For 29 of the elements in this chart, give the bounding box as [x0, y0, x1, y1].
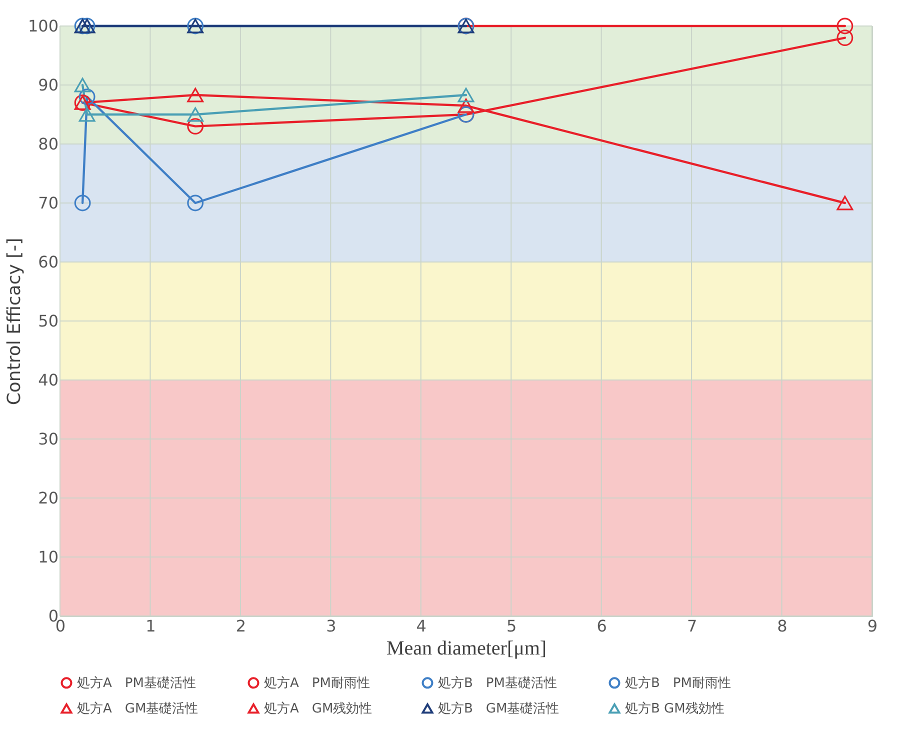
- x-tick-label: 3: [326, 616, 336, 636]
- y-tick-label: 70: [38, 194, 58, 212]
- y-tick-label: 40: [38, 370, 58, 390]
- legend-label: 処方A GM基礎活性: [77, 700, 198, 716]
- x-tick-label: 2: [236, 616, 246, 636]
- y-axis-title: Control Efficacy [-]: [4, 238, 25, 406]
- y-tick-label: 30: [38, 430, 58, 448]
- y-tick-label: 100: [28, 16, 58, 36]
- legend-label: 処方A GM残効性: [264, 700, 372, 716]
- y-tick-label: 60: [38, 252, 58, 272]
- x-tick-label: 9: [867, 616, 878, 636]
- x-tick-label: 4: [416, 616, 426, 636]
- legend-label: 処方B PM基礎活性: [438, 674, 557, 691]
- legend-label: 処方B GM基礎活性: [438, 700, 560, 716]
- legend-label: 処方A PM基礎活性: [77, 674, 196, 691]
- y-tick-label: 80: [38, 134, 58, 154]
- y-tick-label: 10: [38, 548, 58, 566]
- y-tick-label: 90: [38, 76, 58, 94]
- x-tick-label: 6: [596, 616, 607, 636]
- legend-label: 処方B GM残効性: [625, 700, 724, 716]
- y-tick-label: 50: [38, 312, 58, 330]
- x-tick-label: 5: [506, 616, 517, 636]
- legend-label: 処方B PM耐雨性: [625, 674, 731, 691]
- y-tick-label: 20: [38, 488, 58, 508]
- x-axis-title: Mean diameter[μm]: [386, 638, 547, 660]
- x-tick-label: 7: [686, 616, 698, 636]
- legend-label: 処方A PM耐雨性: [264, 674, 370, 691]
- x-tick-label: 1: [146, 616, 156, 636]
- x-tick-label: 8: [777, 616, 788, 636]
